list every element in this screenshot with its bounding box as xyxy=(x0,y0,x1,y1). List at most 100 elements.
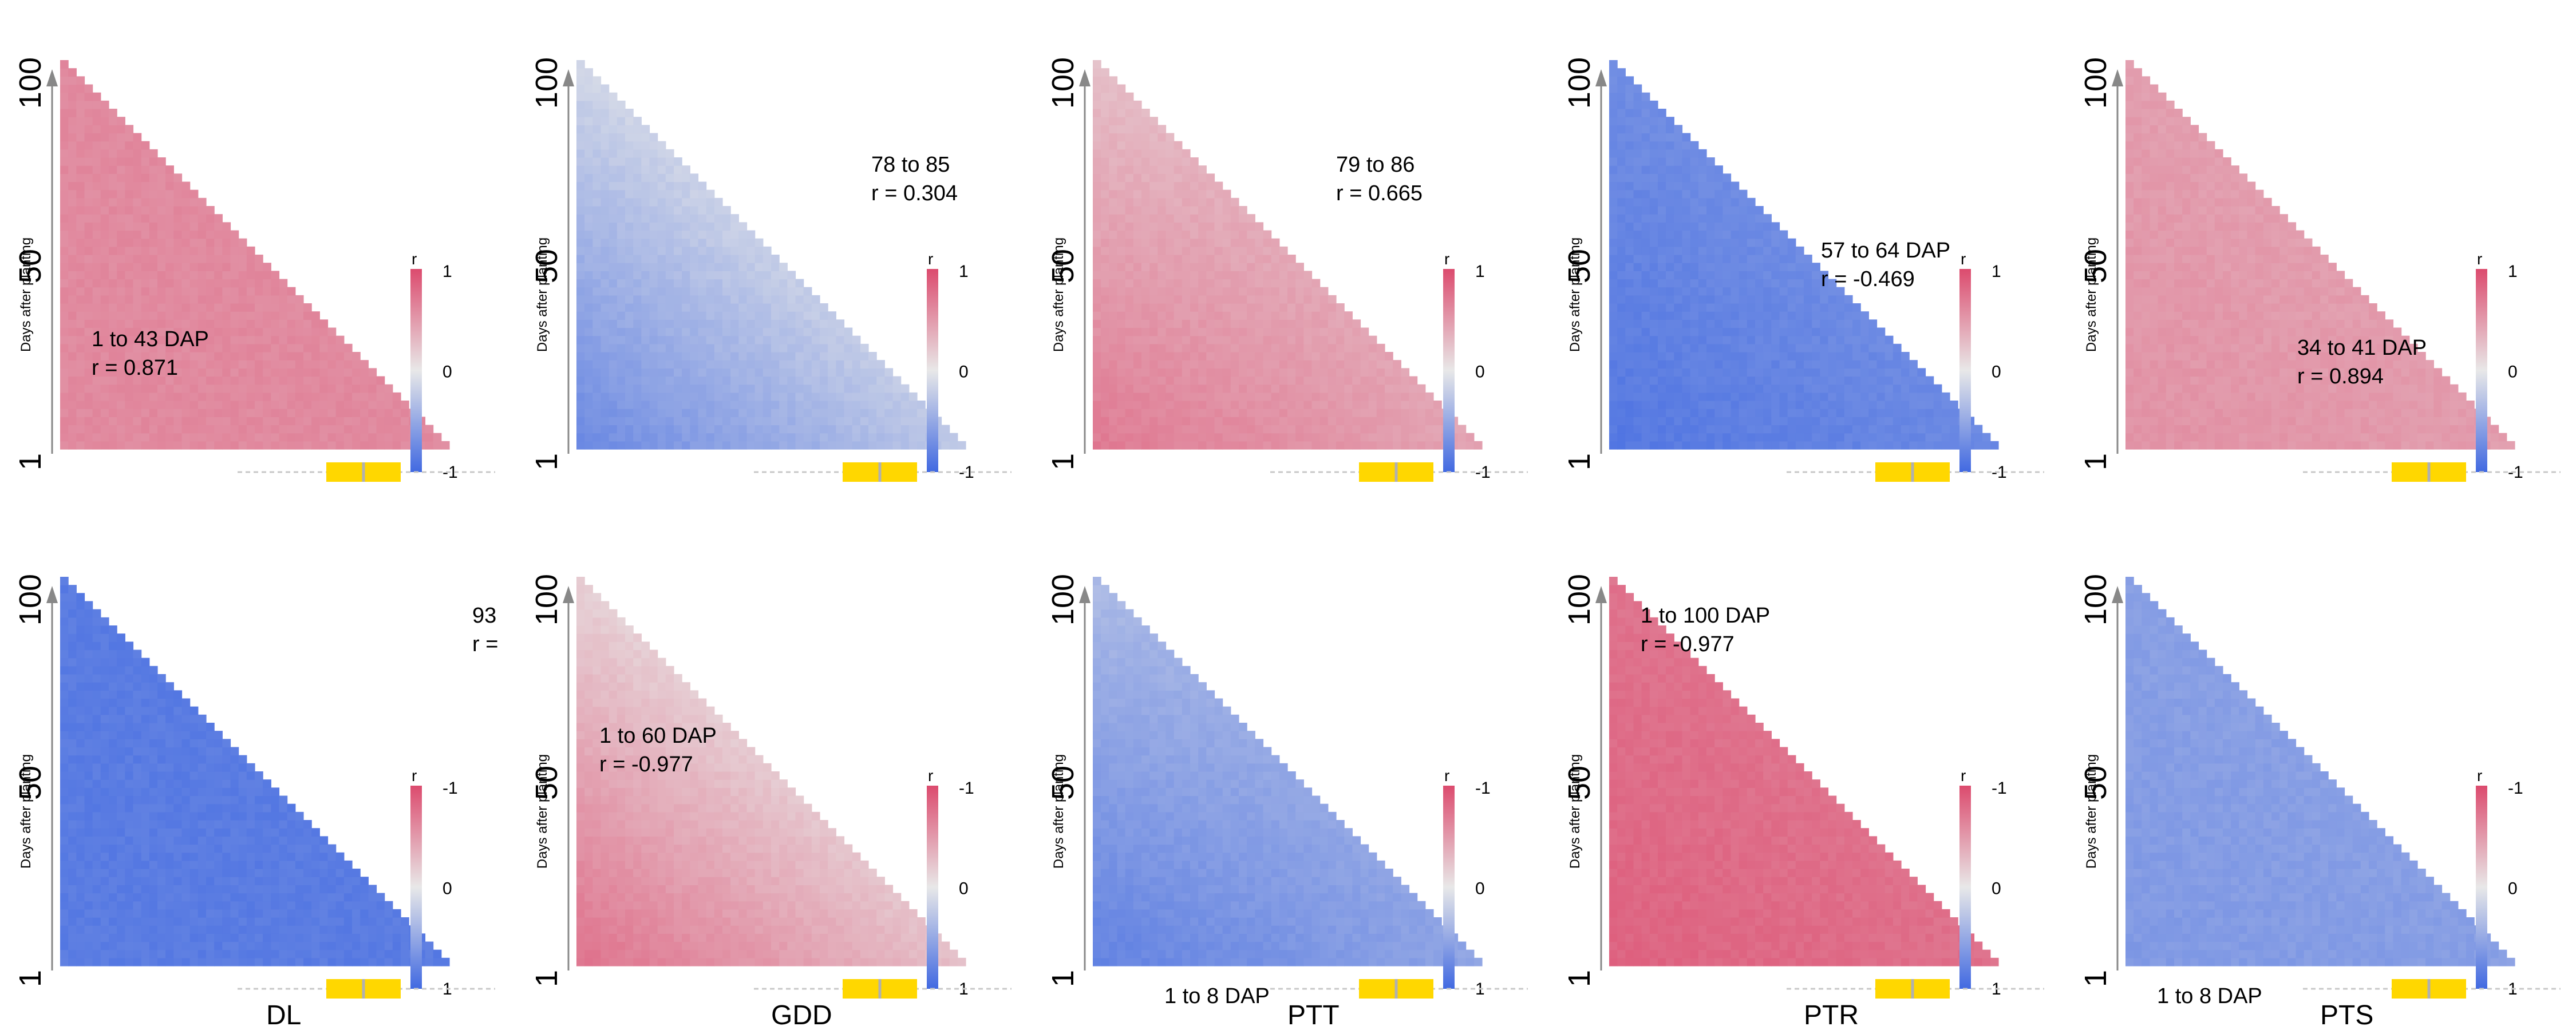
heatmap-cell xyxy=(1609,255,1618,263)
heatmap-cell xyxy=(1263,295,1272,304)
heatmap-cell xyxy=(1747,246,1756,255)
heatmap-cell xyxy=(1649,295,1658,304)
heatmap-cell xyxy=(1625,368,1634,377)
heatmap-cell xyxy=(1255,295,1264,304)
heatmap-cell xyxy=(1198,279,1207,288)
heatmap-cell xyxy=(1385,392,1393,401)
heatmap-cell xyxy=(1182,401,1191,409)
heatmap-cell xyxy=(625,181,634,191)
heatmap-cell xyxy=(1263,255,1272,263)
heatmap-cell xyxy=(1698,197,1707,207)
heatmap-cell xyxy=(665,409,674,417)
heatmap-cell xyxy=(1165,409,1175,417)
heatmap-cell xyxy=(1658,246,1666,255)
heatmap-cell xyxy=(189,417,199,426)
heatmap-cell xyxy=(633,433,642,442)
heatmap-cell xyxy=(1190,189,1199,199)
heatmap-cell xyxy=(1722,246,1732,255)
heatmap-cell xyxy=(1617,384,1626,393)
heatmap-cell xyxy=(592,343,602,352)
heatmap-cell xyxy=(1852,409,1861,417)
heatmap-cell xyxy=(1093,125,1101,134)
heatmap-cell xyxy=(206,271,215,280)
heatmap-cell xyxy=(1674,206,1683,215)
heatmap-cell xyxy=(2134,68,2142,77)
heatmap-cell xyxy=(279,303,288,312)
heatmap-cell xyxy=(1779,352,1788,360)
heatmap-cell xyxy=(1698,173,1707,183)
heatmap-cell xyxy=(60,401,69,409)
heatmap-cell xyxy=(584,230,593,239)
heatmap-cell xyxy=(214,384,223,393)
heatmap-cell xyxy=(698,441,707,450)
heatmap-cell xyxy=(2150,295,2159,304)
heatmap-cell xyxy=(230,392,239,401)
heatmap-cell xyxy=(1109,271,1118,280)
heatmap-cell xyxy=(1157,303,1167,312)
heatmap-cell xyxy=(92,417,101,426)
heatmap-cell xyxy=(84,319,93,328)
heatmap-cell xyxy=(1255,238,1264,247)
heatmap-cell xyxy=(2158,287,2167,296)
heatmap-cell xyxy=(795,368,804,377)
heatmap-cell xyxy=(189,222,199,231)
heatmap-cell xyxy=(1101,327,1109,336)
heatmap-cell xyxy=(1714,417,1723,426)
heatmap-cell xyxy=(576,287,585,296)
heatmap-cell xyxy=(255,335,263,344)
heatmap-cell xyxy=(1658,181,1666,191)
heatmap-cell xyxy=(1149,319,1158,328)
heatmap-cell xyxy=(149,263,158,271)
heatmap-cell xyxy=(1933,425,1942,434)
heatmap-cell xyxy=(957,441,966,450)
heatmap-cell xyxy=(633,368,642,377)
heatmap-cell xyxy=(1263,311,1272,320)
heatmap-cell xyxy=(665,230,674,239)
heatmap-cell xyxy=(1755,311,1764,320)
heatmap-cell xyxy=(2150,230,2159,239)
heatmap-cell xyxy=(165,222,174,231)
heatmap-cell xyxy=(1739,246,1748,255)
heatmap-cell xyxy=(2134,360,2142,369)
heatmap-cell xyxy=(255,384,263,393)
heatmap-cell xyxy=(1149,303,1158,312)
heatmap-cell xyxy=(1739,360,1748,369)
heatmap-cell xyxy=(852,343,861,352)
heatmap-cell xyxy=(1182,433,1191,442)
heatmap-cell xyxy=(844,425,853,434)
heatmap-cell xyxy=(84,222,93,231)
heatmap-cell xyxy=(795,433,804,442)
heatmap-cell xyxy=(125,214,134,223)
heatmap-cell xyxy=(2134,149,2142,158)
heatmap-cell xyxy=(181,417,191,426)
heatmap-cell xyxy=(641,157,650,166)
heatmap-cell xyxy=(584,165,593,174)
heatmap-cell xyxy=(303,441,312,450)
heatmap-cell xyxy=(1844,352,1853,360)
heatmap-cell xyxy=(2150,401,2159,409)
heatmap-cell xyxy=(1714,165,1723,174)
heatmap-cell xyxy=(401,401,409,409)
heatmap-cell xyxy=(1706,335,1715,344)
heatmap-cell xyxy=(1093,376,1101,385)
heatmap-cell xyxy=(1182,319,1191,328)
heatmap-cell xyxy=(214,295,223,304)
heatmap-cell xyxy=(1755,319,1764,328)
heatmap-cell xyxy=(1852,335,1861,344)
heatmap-cell xyxy=(730,441,739,450)
heatmap-cell xyxy=(2134,165,2142,174)
heatmap-cell xyxy=(1706,352,1715,360)
heatmap-cell xyxy=(1117,343,1126,352)
heatmap-cell xyxy=(1125,287,1134,296)
heatmap-cell xyxy=(1649,327,1658,336)
heatmap-cell xyxy=(2150,125,2159,134)
heatmap-cell xyxy=(279,335,288,344)
heatmap-cell xyxy=(779,311,788,320)
heatmap-cell xyxy=(738,368,748,377)
heatmap-cell xyxy=(157,157,166,166)
heatmap-cell xyxy=(100,109,109,117)
heatmap-cell xyxy=(584,376,593,385)
heatmap-cell xyxy=(92,425,101,434)
heatmap-cell xyxy=(1190,279,1199,288)
